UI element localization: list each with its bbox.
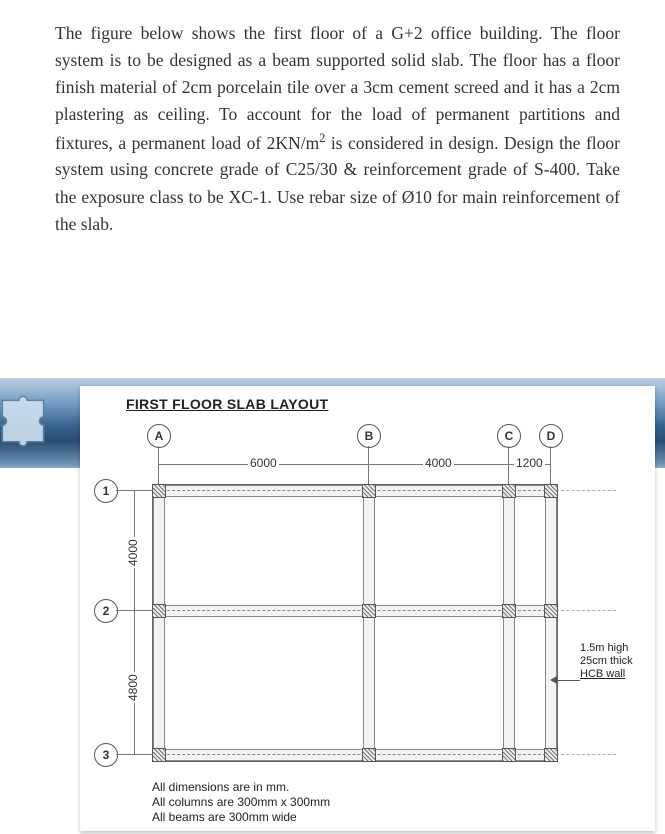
note-1: All dimensions are in mm. (152, 780, 645, 795)
beam-grid-c (503, 484, 515, 760)
dim-4000: 4000 (423, 456, 454, 470)
column (362, 748, 376, 762)
beam-grid-2 (152, 605, 556, 617)
arrowhead-icon (550, 676, 557, 684)
figure-title: FIRST FLOOR SLAB LAYOUT (126, 396, 645, 412)
figure-area: A B C D 1 2 3 6000 4000 1200 (90, 418, 630, 778)
grid-bubble-d: D (539, 424, 563, 448)
column (502, 484, 516, 498)
beam-grid-1 (152, 485, 556, 497)
note-3: All beams are 300mm wide (152, 810, 645, 825)
grid-bubble-3: 3 (94, 743, 118, 767)
column (362, 484, 376, 498)
beam-grid-d (545, 484, 557, 760)
column (152, 748, 166, 762)
grid-bubble-1: 1 (94, 479, 118, 503)
grid-bubble-b: B (357, 424, 381, 448)
slab-outline (152, 484, 558, 762)
annotation-leader (556, 680, 580, 681)
beam-grid-3 (152, 749, 556, 761)
beam-grid-a (153, 484, 165, 760)
grid-bubble-a: A (147, 424, 171, 448)
dim-4800v: 4800 (126, 672, 140, 703)
column (152, 604, 166, 618)
beam-grid-b (363, 484, 375, 760)
grid-bubble-c: C (497, 424, 521, 448)
note-2: All columns are 300mm x 300mm (152, 795, 645, 810)
figure-card: FIRST FLOOR SLAB LAYOUT A B C D 1 2 3 (80, 386, 655, 831)
dim-1200: 1200 (514, 456, 545, 470)
hcb-wall-annotation: 1.5m high 25cm thick HCB wall (580, 642, 650, 682)
figure-notes: All dimensions are in mm. All columns ar… (152, 780, 645, 825)
column (502, 748, 516, 762)
column (544, 484, 558, 498)
banner-strip: FIRST FLOOR SLAB LAYOUT A B C D 1 2 3 (0, 378, 665, 468)
problem-statement: The figure below shows the first floor o… (0, 0, 665, 248)
column (502, 604, 516, 618)
column (152, 484, 166, 498)
dim-6000: 6000 (248, 456, 279, 470)
column (544, 748, 558, 762)
grid-bubble-2: 2 (94, 599, 118, 623)
dim-4000v: 4000 (126, 537, 140, 568)
column (362, 604, 376, 618)
puzzle-icon (0, 388, 54, 450)
spacer (0, 248, 665, 378)
column (544, 604, 558, 618)
